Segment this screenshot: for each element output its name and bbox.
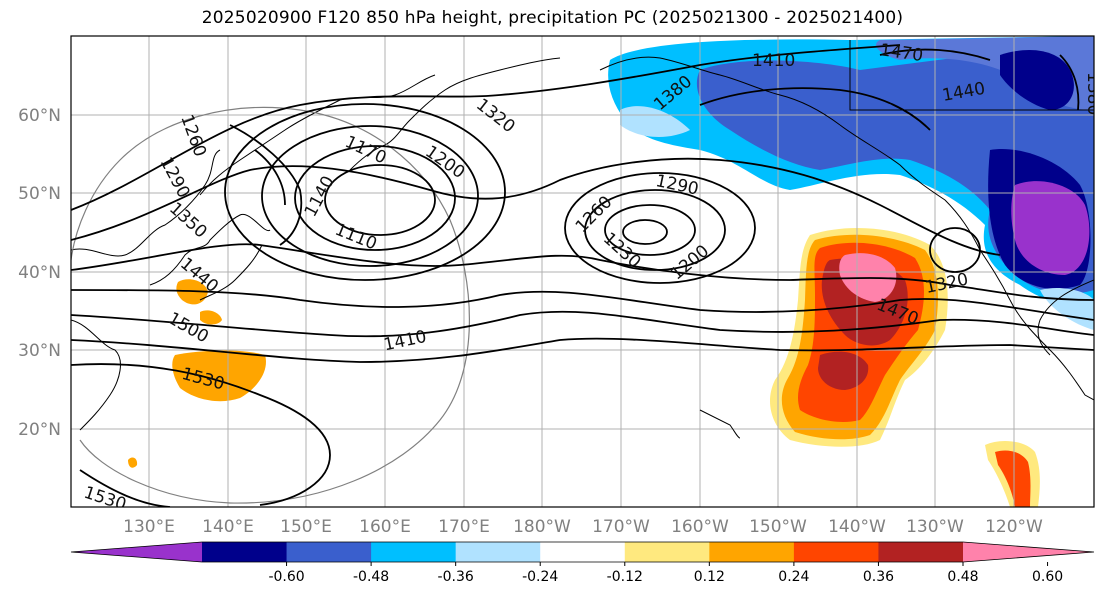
domain-ring	[71, 106, 470, 504]
chart-title: 2025020900 F120 850 hPa height, precipit…	[201, 8, 904, 28]
colorbar-label: -0.60	[268, 569, 304, 585]
lon-label: 140°W	[828, 517, 886, 537]
colorbar-outline	[70, 541, 1095, 563]
contour-label: 1380	[1083, 72, 1103, 115]
lon-label: 160°E	[359, 517, 411, 537]
latitude-labels: 60°N 50°N 40°N 30°N 20°N	[18, 106, 61, 440]
lon-label: 180°W	[513, 517, 571, 537]
colorbar-label: 0.60	[1032, 569, 1063, 585]
anomaly-region	[200, 310, 222, 325]
lat-label: 30°N	[18, 341, 61, 361]
anomaly-region	[818, 351, 869, 390]
colorbar: -0.60 -0.48 -0.36 -0.24 -0.12 0.12 0.24 0.36 0.4…	[70, 541, 1095, 585]
colorbar-extend-min	[71, 542, 202, 562]
anomaly-region	[128, 457, 138, 468]
lon-label: 140°E	[202, 517, 254, 537]
height-contours	[71, 44, 1094, 507]
colorbar-label: 0.24	[778, 569, 809, 585]
lon-label: 170°W	[592, 517, 650, 537]
colorbar-bin	[793, 542, 879, 562]
colorbar-bin	[455, 542, 541, 562]
longitude-labels: 130°E 140°E 150°E 160°E 170°E 180°W 170°…	[123, 517, 1043, 537]
positive-precip-anomaly-shading	[128, 227, 1040, 507]
colorbar-label: 0.12	[694, 569, 725, 585]
contour-label: 1410	[752, 51, 795, 71]
colorbar-bin	[540, 542, 626, 562]
lon-label: 130°W	[906, 517, 964, 537]
lon-label: 170°E	[438, 517, 490, 537]
colorbar-bin	[709, 542, 795, 562]
colorbar-extend-max	[963, 542, 1094, 562]
colorbar-label: -0.24	[522, 569, 558, 585]
lat-label: 60°N	[18, 106, 61, 126]
graticule	[71, 36, 1094, 507]
anomaly-region	[620, 106, 690, 137]
anomaly-region	[1000, 50, 1074, 110]
colorbar-bin	[286, 542, 372, 562]
map-frame	[70, 35, 1095, 508]
colorbar-bin	[878, 542, 964, 562]
colorbar-label: -0.48	[353, 569, 389, 585]
lat-label: 50°N	[18, 184, 61, 204]
colorbar-bin	[202, 542, 288, 562]
colorbar-label: -0.36	[438, 569, 474, 585]
anomaly-region	[1011, 181, 1090, 275]
colorbar-label: -0.12	[607, 569, 643, 585]
colorbar-label: 0.48	[947, 569, 978, 585]
lon-label: 150°E	[280, 517, 332, 537]
lon-label: 160°W	[671, 517, 729, 537]
lon-label: 130°E	[123, 517, 175, 537]
lon-label: 120°W	[985, 517, 1043, 537]
lat-label: 40°N	[18, 263, 61, 283]
lon-label: 150°W	[749, 517, 807, 537]
lat-label: 20°N	[18, 420, 61, 440]
colorbar-label: 0.36	[863, 569, 894, 585]
anomaly-region	[995, 450, 1031, 507]
colorbar-bin	[624, 542, 710, 562]
colorbar-bin	[371, 542, 457, 562]
